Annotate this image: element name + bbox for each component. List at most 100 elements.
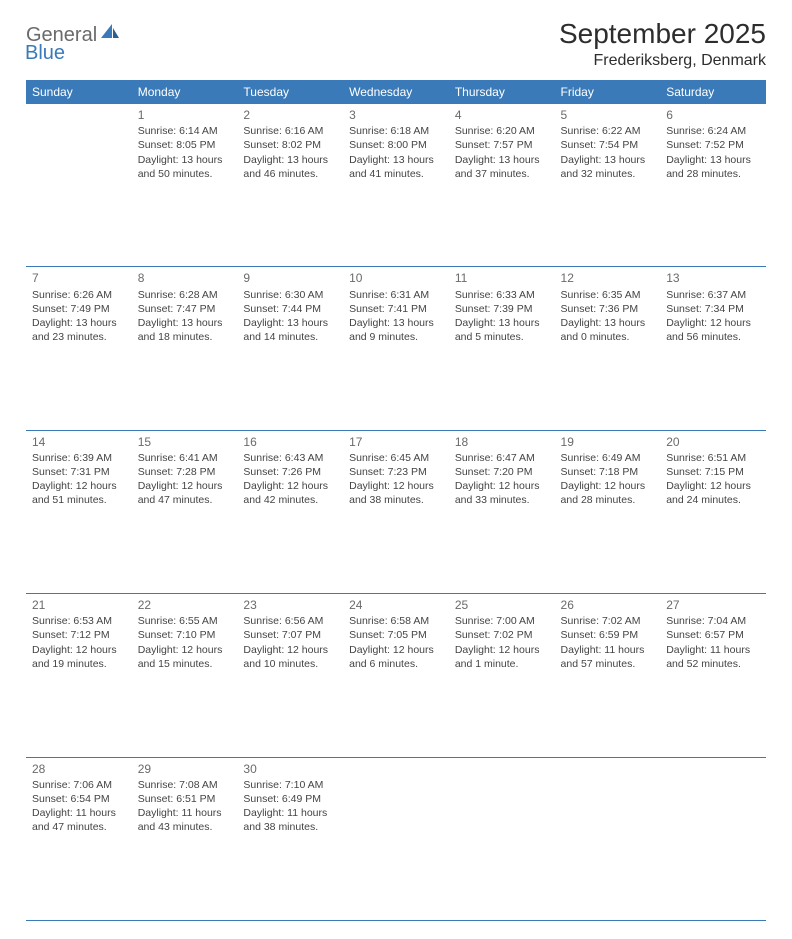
sunrise-line: Sunrise: 6:56 AM — [243, 614, 337, 628]
sunrise-line: Sunrise: 6:53 AM — [32, 614, 126, 628]
calendar-cell: 7Sunrise: 6:26 AMSunset: 7:49 PMDaylight… — [26, 267, 132, 352]
location: Frederiksberg, Denmark — [559, 52, 766, 70]
sunrise-line: Sunrise: 7:00 AM — [455, 614, 549, 628]
header: General September 2025 Frederiksberg, De… — [26, 18, 766, 70]
calendar-cell: 3Sunrise: 6:18 AMSunset: 8:00 PMDaylight… — [343, 104, 449, 189]
sunset-line: Sunset: 6:54 PM — [32, 792, 126, 806]
day-of-week-header: Saturday — [660, 80, 766, 104]
daylight-line: Daylight: 12 hours and 19 minutes. — [32, 643, 126, 671]
daylight-line: Daylight: 13 hours and 50 minutes. — [138, 153, 232, 181]
title-block: September 2025 Frederiksberg, Denmark — [559, 18, 766, 70]
week-divider — [26, 842, 766, 920]
daylight-line: Daylight: 12 hours and 42 minutes. — [243, 479, 337, 507]
day-number: 21 — [32, 597, 126, 613]
calendar-cell: 26Sunrise: 7:02 AMSunset: 6:59 PMDayligh… — [555, 594, 661, 679]
divider-cell — [26, 679, 766, 757]
calendar-cell: 17Sunrise: 6:45 AMSunset: 7:23 PMDayligh… — [343, 430, 449, 515]
sunset-line: Sunset: 7:36 PM — [561, 302, 655, 316]
sunset-line: Sunset: 6:59 PM — [561, 628, 655, 642]
sunset-line: Sunset: 7:28 PM — [138, 465, 232, 479]
daylight-line: Daylight: 12 hours and 28 minutes. — [561, 479, 655, 507]
calendar-cell: 20Sunrise: 6:51 AMSunset: 7:15 PMDayligh… — [660, 430, 766, 515]
day-number: 2 — [243, 107, 337, 123]
daylight-line: Daylight: 12 hours and 56 minutes. — [666, 316, 760, 344]
day-number: 23 — [243, 597, 337, 613]
sunset-line: Sunset: 7:10 PM — [138, 628, 232, 642]
sunset-line: Sunset: 7:34 PM — [666, 302, 760, 316]
daylight-line: Daylight: 12 hours and 33 minutes. — [455, 479, 549, 507]
sunrise-line: Sunrise: 6:58 AM — [349, 614, 443, 628]
sunset-line: Sunset: 7:31 PM — [32, 465, 126, 479]
sunrise-line: Sunrise: 6:37 AM — [666, 288, 760, 302]
calendar-cell: 14Sunrise: 6:39 AMSunset: 7:31 PMDayligh… — [26, 430, 132, 515]
sunrise-line: Sunrise: 6:51 AM — [666, 451, 760, 465]
sunrise-line: Sunrise: 6:30 AM — [243, 288, 337, 302]
sunrise-line: Sunrise: 7:04 AM — [666, 614, 760, 628]
daylight-line: Daylight: 11 hours and 57 minutes. — [561, 643, 655, 671]
sunrise-line: Sunrise: 6:28 AM — [138, 288, 232, 302]
sunset-line: Sunset: 6:51 PM — [138, 792, 232, 806]
day-of-week-header: Sunday — [26, 80, 132, 104]
sunset-line: Sunset: 7:57 PM — [455, 138, 549, 152]
daylight-line: Daylight: 13 hours and 23 minutes. — [32, 316, 126, 344]
day-number: 20 — [666, 434, 760, 450]
calendar-cell: 23Sunrise: 6:56 AMSunset: 7:07 PMDayligh… — [237, 594, 343, 679]
calendar-cell — [449, 757, 555, 842]
sunset-line: Sunset: 7:23 PM — [349, 465, 443, 479]
divider-cell — [26, 842, 766, 920]
calendar-cell: 19Sunrise: 6:49 AMSunset: 7:18 PMDayligh… — [555, 430, 661, 515]
calendar-week-row: 28Sunrise: 7:06 AMSunset: 6:54 PMDayligh… — [26, 757, 766, 842]
daylight-line: Daylight: 13 hours and 9 minutes. — [349, 316, 443, 344]
sunrise-line: Sunrise: 6:24 AM — [666, 124, 760, 138]
sunset-line: Sunset: 7:15 PM — [666, 465, 760, 479]
day-number: 13 — [666, 270, 760, 286]
calendar-cell: 25Sunrise: 7:00 AMSunset: 7:02 PMDayligh… — [449, 594, 555, 679]
day-number: 19 — [561, 434, 655, 450]
calendar-week-row: 21Sunrise: 6:53 AMSunset: 7:12 PMDayligh… — [26, 594, 766, 679]
calendar-cell: 29Sunrise: 7:08 AMSunset: 6:51 PMDayligh… — [132, 757, 238, 842]
sunrise-line: Sunrise: 6:49 AM — [561, 451, 655, 465]
sunrise-line: Sunrise: 7:02 AM — [561, 614, 655, 628]
calendar-cell — [26, 104, 132, 189]
day-number: 29 — [138, 761, 232, 777]
sunrise-line: Sunrise: 6:22 AM — [561, 124, 655, 138]
sunset-line: Sunset: 8:00 PM — [349, 138, 443, 152]
sunset-line: Sunset: 7:39 PM — [455, 302, 549, 316]
sunrise-line: Sunrise: 6:45 AM — [349, 451, 443, 465]
day-number: 9 — [243, 270, 337, 286]
day-number: 10 — [349, 270, 443, 286]
calendar-week-row: 14Sunrise: 6:39 AMSunset: 7:31 PMDayligh… — [26, 430, 766, 515]
day-number: 26 — [561, 597, 655, 613]
calendar-cell: 24Sunrise: 6:58 AMSunset: 7:05 PMDayligh… — [343, 594, 449, 679]
divider-cell — [26, 516, 766, 594]
daylight-line: Daylight: 12 hours and 15 minutes. — [138, 643, 232, 671]
day-number: 11 — [455, 270, 549, 286]
sunrise-line: Sunrise: 6:20 AM — [455, 124, 549, 138]
sunrise-line: Sunrise: 7:06 AM — [32, 778, 126, 792]
daylight-line: Daylight: 12 hours and 24 minutes. — [666, 479, 760, 507]
day-of-week-header: Monday — [132, 80, 238, 104]
calendar-cell: 6Sunrise: 6:24 AMSunset: 7:52 PMDaylight… — [660, 104, 766, 189]
divider-cell — [26, 352, 766, 430]
calendar-cell: 21Sunrise: 6:53 AMSunset: 7:12 PMDayligh… — [26, 594, 132, 679]
week-divider — [26, 516, 766, 594]
sunset-line: Sunset: 7:41 PM — [349, 302, 443, 316]
sunset-line: Sunset: 7:05 PM — [349, 628, 443, 642]
sunset-line: Sunset: 7:44 PM — [243, 302, 337, 316]
divider-cell — [26, 189, 766, 267]
day-of-week-row: SundayMondayTuesdayWednesdayThursdayFrid… — [26, 80, 766, 104]
daylight-line: Daylight: 12 hours and 47 minutes. — [138, 479, 232, 507]
sunrise-line: Sunrise: 6:33 AM — [455, 288, 549, 302]
sunrise-line: Sunrise: 6:14 AM — [138, 124, 232, 138]
sunset-line: Sunset: 7:52 PM — [666, 138, 760, 152]
day-number: 7 — [32, 270, 126, 286]
daylight-line: Daylight: 12 hours and 10 minutes. — [243, 643, 337, 671]
calendar-page: General September 2025 Frederiksberg, De… — [0, 0, 792, 939]
day-number: 8 — [138, 270, 232, 286]
calendar-body: 1Sunrise: 6:14 AMSunset: 8:05 PMDaylight… — [26, 104, 766, 920]
calendar-cell — [555, 757, 661, 842]
day-number: 18 — [455, 434, 549, 450]
calendar-cell: 16Sunrise: 6:43 AMSunset: 7:26 PMDayligh… — [237, 430, 343, 515]
calendar-cell: 22Sunrise: 6:55 AMSunset: 7:10 PMDayligh… — [132, 594, 238, 679]
sunrise-line: Sunrise: 7:08 AM — [138, 778, 232, 792]
